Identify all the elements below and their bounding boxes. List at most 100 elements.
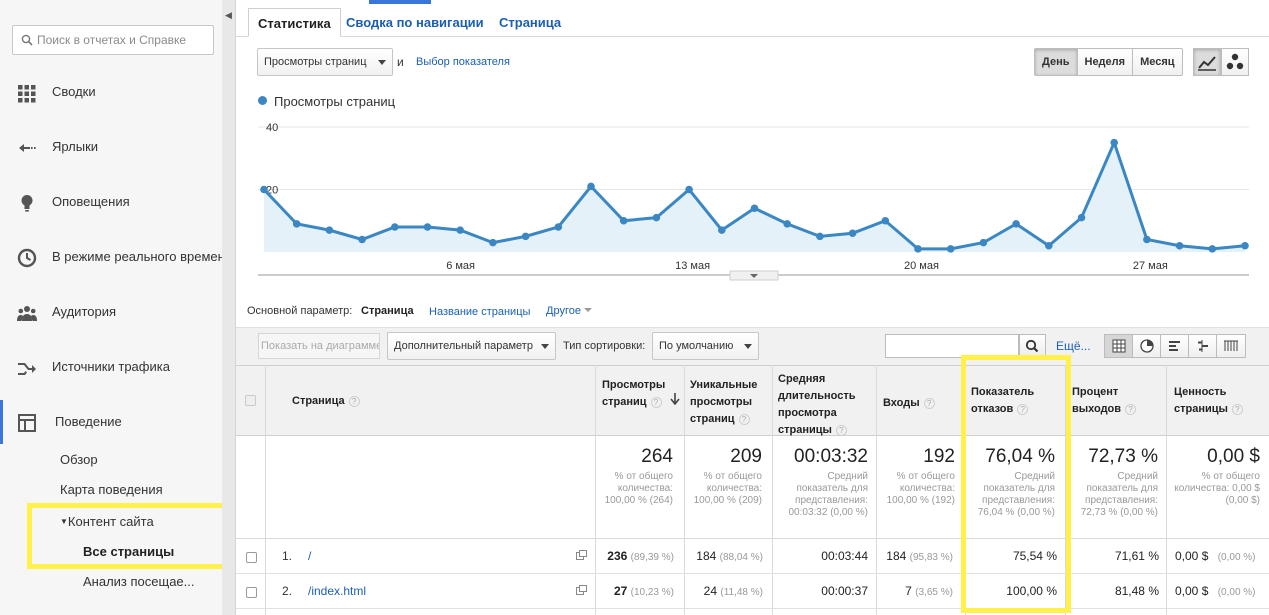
help-icon[interactable]: ? [348, 396, 360, 407]
cell-percent: (11,48 %) [720, 587, 763, 598]
motion-chart-button[interactable] [1221, 48, 1249, 76]
total-caption: Средний показатель для представления: 00… [788, 471, 869, 518]
view-table-button[interactable] [1105, 335, 1133, 357]
sidebar-item-realtime[interactable]: В режиме реального времени [0, 235, 232, 279]
column-divider [1166, 365, 1167, 615]
secondary-dimension-select[interactable]: Дополнительный параметр [387, 332, 556, 360]
dimension-other-dropdown[interactable]: Другое [546, 305, 592, 317]
sidebar-collapse-handle[interactable]: ◀ [222, 0, 236, 615]
sidebar-item-overview[interactable]: Обзор [60, 452, 98, 467]
column-header-avg-time[interactable]: Средняя длительность просмотра страницы? [778, 371, 874, 439]
period-week-button[interactable]: Неделя [1078, 49, 1134, 75]
cell-value: 27 [613, 584, 628, 598]
help-icon[interactable]: ? [650, 397, 662, 408]
tab-navigation-summary[interactable]: Сводка по навигации [346, 15, 484, 30]
sort-type-select[interactable]: По умолчанию [652, 332, 759, 360]
column-header-unique-pageviews[interactable]: Уникальные просмотры страниц? [690, 377, 772, 428]
view-pivot-button[interactable] [1217, 335, 1245, 357]
search-input[interactable] [37, 31, 209, 49]
total-value: 209 [730, 446, 762, 467]
help-icon[interactable]: ? [1231, 404, 1243, 415]
row-checkbox[interactable] [246, 587, 257, 598]
help-icon[interactable]: ? [1017, 404, 1029, 415]
column-header-page[interactable]: Страница? [292, 393, 360, 410]
period-selector: День Неделя Месяц [1034, 48, 1183, 76]
data-point [685, 185, 693, 194]
sidebar: Сводки Ярлыки Оповещения В режиме реальн… [0, 0, 234, 615]
help-icon[interactable]: ? [923, 398, 935, 409]
tab-in-page[interactable]: Страница [499, 15, 562, 30]
lightbulb-icon [21, 195, 33, 212]
table-filter-button[interactable] [1019, 334, 1046, 358]
sidebar-item-content-drilldown[interactable]: Анализ посещае... [83, 574, 195, 589]
dimension-page-title[interactable]: Название страницы [429, 306, 531, 318]
sidebar-item-all-pages[interactable]: Все страницы [83, 544, 175, 559]
period-month-button[interactable]: Месяц [1140, 56, 1175, 68]
dimension-page[interactable]: Страница [361, 305, 414, 317]
view-performance-button[interactable] [1161, 335, 1189, 357]
pivot-icon [1224, 340, 1238, 351]
data-point [358, 235, 366, 244]
cell-percent: (95,83 %) [909, 552, 953, 563]
sidebar-item-dashboards[interactable]: Сводки [0, 70, 222, 114]
tab-explorer[interactable]: Статистика [248, 8, 341, 37]
cell-value: 7 [905, 584, 912, 598]
column-header-label: Ценность страницы [1174, 386, 1228, 415]
bar-chart-icon [1168, 341, 1180, 351]
metric-select[interactable]: Просмотры страниц [257, 48, 393, 76]
total-page-value: 0,00 $ % от общего количества: 0,00 $ (0… [1170, 446, 1260, 507]
view-pie-button[interactable] [1133, 335, 1161, 357]
help-icon[interactable]: ? [1125, 404, 1137, 415]
report-tabs: Статистика Сводка по навигации Страница [236, 0, 1269, 37]
column-header-label: Страница [292, 395, 345, 407]
sidebar-item-audience[interactable]: Аудитория [0, 290, 222, 334]
choose-metric-link[interactable]: Выбор показателя [416, 56, 510, 68]
sidebar-item-shortcuts[interactable]: Ярлыки [0, 125, 222, 169]
table-filter-input[interactable] [885, 334, 1019, 358]
page-path-link[interactable]: /index.html [308, 584, 367, 598]
primary-dimension-label: Основной параметр: [247, 305, 353, 317]
sidebar-item-label: Источники трафика [52, 359, 170, 374]
row-checkbox[interactable] [246, 552, 257, 563]
sidebar-item-alerts[interactable]: Оповещения [0, 180, 222, 224]
select-all-checkbox[interactable] [245, 395, 256, 406]
search-icon [1025, 339, 1039, 353]
advanced-filter-link[interactable]: Ещё... [1056, 339, 1091, 353]
sidebar-item-behavior-flow[interactable]: Карта поведения [60, 482, 163, 497]
plot-rows-button[interactable]: Показать на диаграмме [258, 333, 380, 359]
sidebar-item-label: Ярлыки [52, 139, 99, 154]
x-tick-label: 6 мая [446, 260, 475, 272]
line-chart-button[interactable] [1193, 48, 1221, 76]
people-icon [17, 306, 37, 321]
data-point [652, 213, 661, 222]
column-header-entrances[interactable]: Входы? [883, 395, 935, 412]
help-icon[interactable]: ? [835, 425, 847, 436]
cell-value: 24 [703, 584, 718, 598]
view-comparison-button[interactable] [1189, 335, 1217, 357]
column-header-label: Процент выходов [1072, 386, 1122, 415]
external-link-icon[interactable] [576, 550, 587, 560]
sidebar-item-acquisition[interactable]: Источники трафика [0, 345, 222, 389]
sidebar-item-behavior[interactable]: Поведение [0, 400, 222, 444]
page-path-link[interactable]: / [308, 549, 312, 563]
total-value: 72,73 % [1088, 446, 1158, 467]
sidebar-item-site-content[interactable]: ▼Контент сайта [60, 514, 154, 529]
column-header-page-value[interactable]: Ценность страницы? [1174, 384, 1266, 418]
help-icon[interactable]: ? [738, 414, 750, 425]
column-header-pageviews[interactable]: Просмотры страниц? [602, 377, 682, 411]
sidebar-item-label: Контент сайта [67, 514, 154, 529]
data-point [1110, 138, 1118, 147]
period-day-button[interactable]: День [1035, 49, 1078, 75]
column-header-bounce-rate[interactable]: Показатель отказов? [971, 384, 1061, 418]
data-point [1143, 235, 1151, 244]
legend-dot [258, 96, 267, 105]
tab-accent-bar [369, 0, 431, 4]
external-link-icon[interactable] [576, 585, 587, 595]
report-search-box[interactable] [12, 25, 214, 55]
comparison-icon [1197, 340, 1208, 352]
pie-chart-icon [1139, 339, 1154, 353]
column-header-exit-rate[interactable]: Процент выходов? [1072, 384, 1162, 418]
data-point [783, 220, 791, 228]
grid-icon [18, 85, 36, 103]
